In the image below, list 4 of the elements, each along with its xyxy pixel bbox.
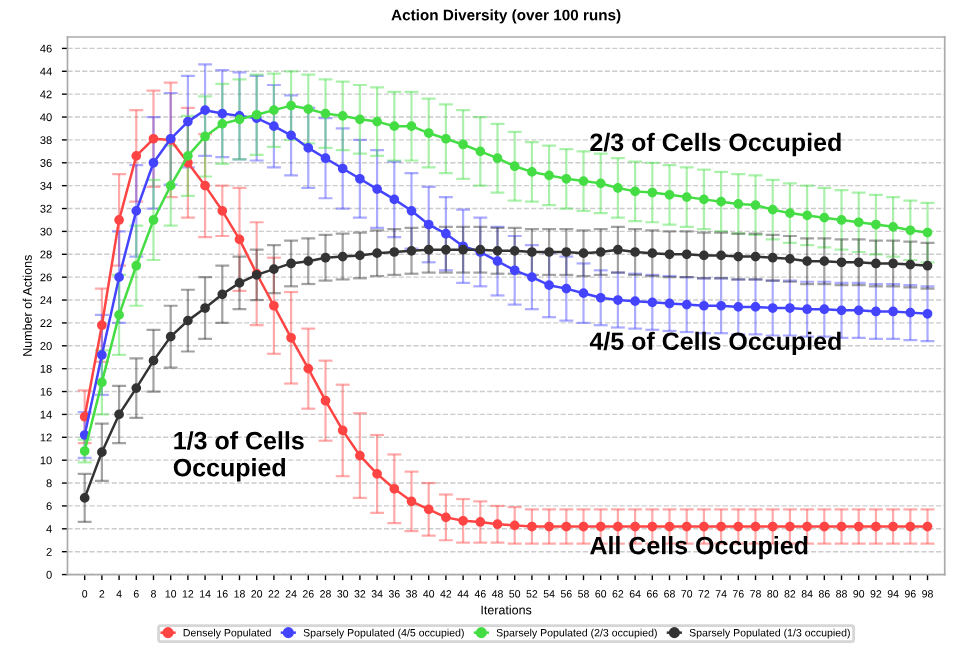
annotation: 1/3 of Cells Occupied: [173, 431, 304, 482]
annotation: All Cells Occupied: [590, 536, 808, 560]
annotation: 2/3 of Cells Occupied: [590, 132, 841, 157]
annotation: 4/5 of Cells Occupied: [589, 331, 841, 356]
